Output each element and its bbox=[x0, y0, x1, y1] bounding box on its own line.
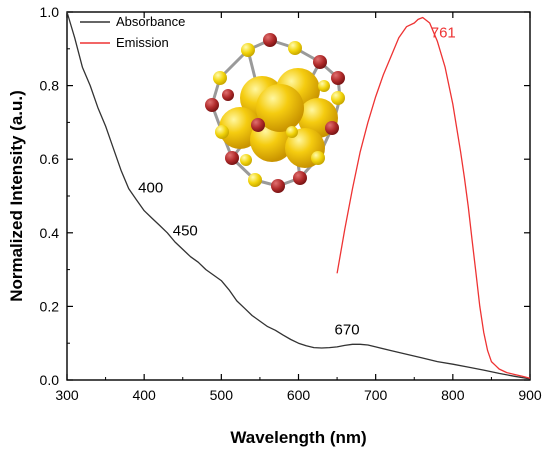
x-tick-label: 500 bbox=[210, 387, 234, 403]
series-line-emission bbox=[336, 16, 531, 379]
legend-label-absorbance: Absorbance bbox=[116, 14, 185, 29]
series-group bbox=[66, 11, 531, 380]
y-tick-label: 0.8 bbox=[40, 78, 60, 94]
x-tick-label: 700 bbox=[364, 387, 388, 403]
legend-label-emission: Emission bbox=[116, 35, 169, 50]
annotations-group: 400 450 670 761 bbox=[138, 25, 456, 339]
x-tick-label: 800 bbox=[441, 387, 465, 403]
x-axis-title: Wavelength (nm) bbox=[230, 428, 366, 447]
x-tick-label: 400 bbox=[132, 387, 156, 403]
axes-group: 300 400 500 600 700 800 900 0.0 0.2 0.4 0.6 0.8 1.0 W… bbox=[7, 4, 542, 447]
x-tick-label: 300 bbox=[55, 387, 79, 403]
series-line-absorbance bbox=[66, 11, 531, 380]
y-tick-label: 1.0 bbox=[40, 4, 60, 20]
annotation-670: 670 bbox=[335, 321, 360, 338]
y-tick-label: 0.2 bbox=[40, 298, 60, 314]
y-axis-title: Normalized Intensity (a.u.) bbox=[7, 90, 26, 302]
molecule-illustration bbox=[205, 33, 345, 193]
y-tick-label: 0.4 bbox=[40, 225, 60, 241]
molecule-sulfur-atoms bbox=[213, 41, 345, 187]
y-tick-label: 0.0 bbox=[40, 372, 60, 388]
annotation-450: 450 bbox=[173, 222, 198, 239]
molecule-carbon-atoms bbox=[205, 33, 345, 193]
y-tick-label: 0.6 bbox=[40, 151, 60, 167]
annotation-761: 761 bbox=[431, 25, 456, 42]
legend: Absorbance Emission bbox=[80, 14, 185, 50]
x-tick-label: 900 bbox=[518, 387, 542, 403]
annotation-400: 400 bbox=[138, 180, 163, 197]
plot-frame bbox=[66, 11, 531, 381]
x-tick-label: 600 bbox=[287, 387, 311, 403]
